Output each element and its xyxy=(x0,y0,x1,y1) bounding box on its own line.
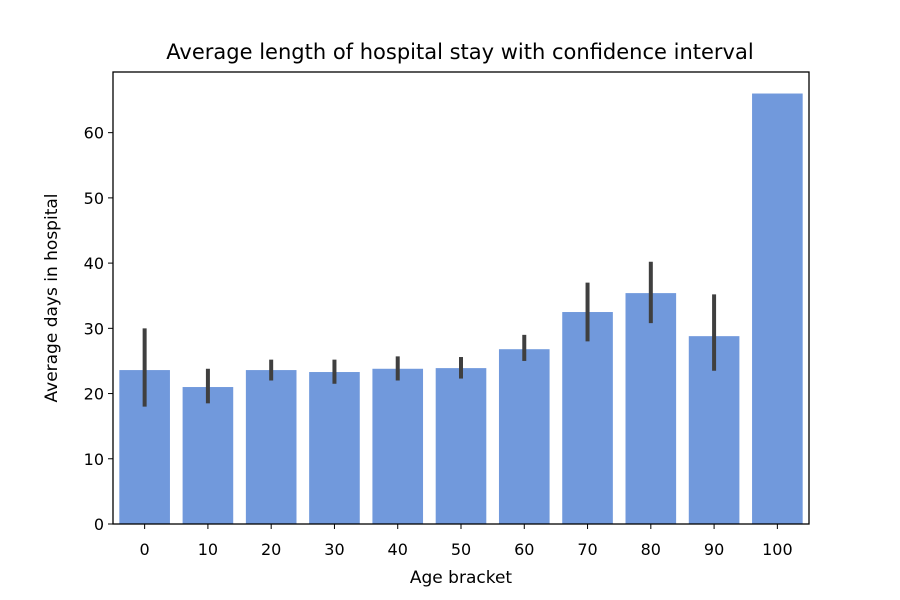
x-tick-label-40: 40 xyxy=(388,540,408,559)
x-tick-label-50: 50 xyxy=(451,540,471,559)
plot-frame xyxy=(112,71,810,525)
bar-10 xyxy=(182,387,234,524)
error-bars-group xyxy=(142,261,717,407)
bar-40 xyxy=(372,368,424,524)
y-tick-label-0: 0 xyxy=(94,515,104,534)
bar-70 xyxy=(562,312,613,524)
x-tick-label-60: 60 xyxy=(514,540,534,559)
x-axis: 0 10 20 30 40 50 60 70 80 90 100 xyxy=(140,524,793,559)
x-axis-label: Age bracket xyxy=(410,568,513,588)
x-tick-label-90: 90 xyxy=(704,540,724,559)
bar-20 xyxy=(245,370,297,524)
y-tick-label-40: 40 xyxy=(84,254,104,273)
bars-group xyxy=(119,93,803,525)
x-tick-label-0: 0 xyxy=(140,540,150,559)
x-tick-label-100: 100 xyxy=(762,540,793,559)
y-tick-label-10: 10 xyxy=(84,450,104,469)
x-tick-label-20: 20 xyxy=(261,540,281,559)
bar-80 xyxy=(625,293,677,524)
y-tick-label-20: 20 xyxy=(84,385,104,404)
y-tick-label-60: 60 xyxy=(84,124,104,143)
bar-50 xyxy=(435,368,487,524)
bar-60 xyxy=(498,349,550,524)
x-tick-label-10: 10 xyxy=(198,540,218,559)
x-tick-label-80: 80 xyxy=(641,540,661,559)
y-axis: 0 10 20 30 40 50 60 xyxy=(84,124,113,534)
y-tick-label-30: 30 xyxy=(84,319,104,338)
x-tick-label-70: 70 xyxy=(577,540,597,559)
x-tick-label-30: 30 xyxy=(324,540,344,559)
chart-title: Average length of hospital stay with con… xyxy=(166,40,753,64)
bar-30 xyxy=(309,372,360,524)
y-axis-label: Average days in hospital xyxy=(42,194,62,403)
y-tick-label-50: 50 xyxy=(84,189,104,208)
bar-100 xyxy=(752,93,803,525)
